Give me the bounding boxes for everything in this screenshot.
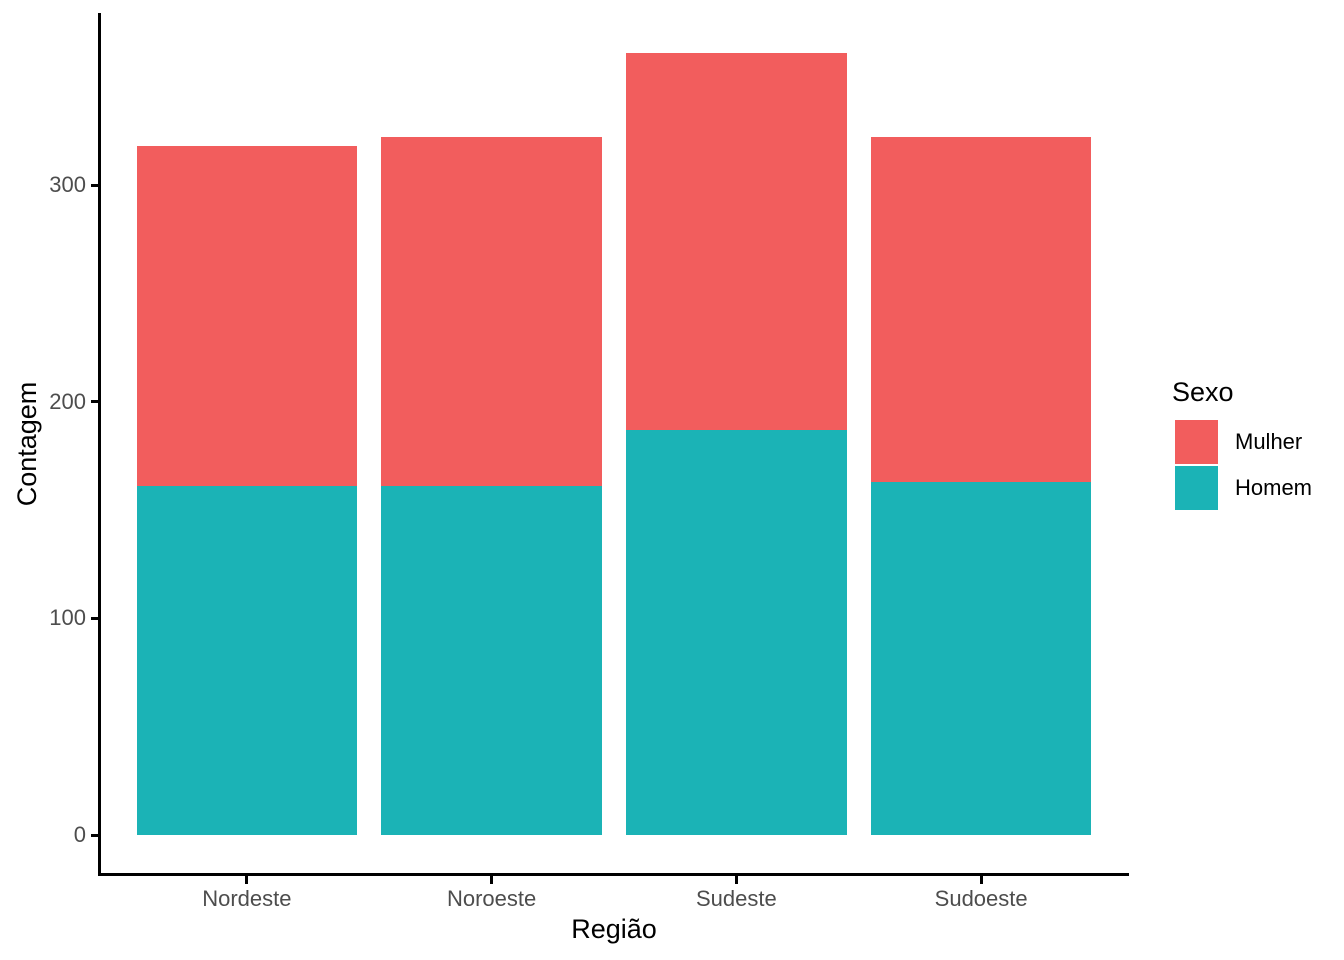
- y-tick-200: [91, 400, 100, 404]
- y-tick-label-0: 0: [73, 822, 86, 847]
- x-tick-sudoeste: [979, 875, 983, 884]
- y-tick-100: [91, 616, 100, 620]
- plot-panel: [100, 14, 1128, 874]
- legend-swatch-mulher: [1175, 420, 1218, 464]
- bar-segment-homem: [626, 429, 847, 836]
- legend-label-mulher: Mulher: [1235, 429, 1303, 454]
- bar-segment-homem: [871, 481, 1092, 835]
- x-axis-title: Região: [571, 914, 657, 944]
- bar-noroeste: [381, 137, 602, 836]
- y-tick-0: [91, 833, 100, 837]
- x-tick-label-nordeste: Nordeste: [202, 886, 292, 911]
- x-tick-label-noroeste: Noroeste: [446, 886, 537, 911]
- y-tick-label-300: 300: [49, 172, 86, 198]
- legend-item-homem: Homem: [1175, 466, 1312, 510]
- legend-label-homem: Homem: [1235, 475, 1313, 500]
- x-tick-noroeste: [490, 875, 494, 884]
- bar-nordeste: [136, 146, 357, 836]
- x-axis-line: [98, 873, 1129, 876]
- legend: Sexo Mulher Homem: [1172, 376, 1312, 512]
- bar-sudeste: [626, 53, 847, 836]
- bar-segment-mulher: [136, 146, 357, 487]
- bar-segment-mulher: [626, 53, 847, 430]
- bar-segment-mulher: [381, 137, 602, 487]
- legend-swatch-homem: [1175, 466, 1218, 510]
- legend-title: Sexo: [1172, 377, 1234, 407]
- bar-segment-homem: [136, 486, 357, 836]
- x-tick-label-sudeste: Sudeste: [696, 886, 777, 911]
- y-tick-label-200: 200: [49, 388, 86, 414]
- bar-segment-homem: [381, 486, 602, 836]
- bar-sudoeste: [871, 137, 1092, 835]
- x-tick-label-sudoeste: Sudoeste: [934, 886, 1028, 911]
- y-axis-line: [98, 13, 101, 876]
- x-tick-sudeste: [734, 875, 738, 884]
- y-tick-label-100: 100: [49, 605, 86, 631]
- bar-segment-mulher: [871, 137, 1092, 482]
- legend-item-mulher: Mulher: [1175, 420, 1312, 464]
- x-tick-nordeste: [245, 875, 249, 884]
- y-tick-300: [91, 183, 100, 187]
